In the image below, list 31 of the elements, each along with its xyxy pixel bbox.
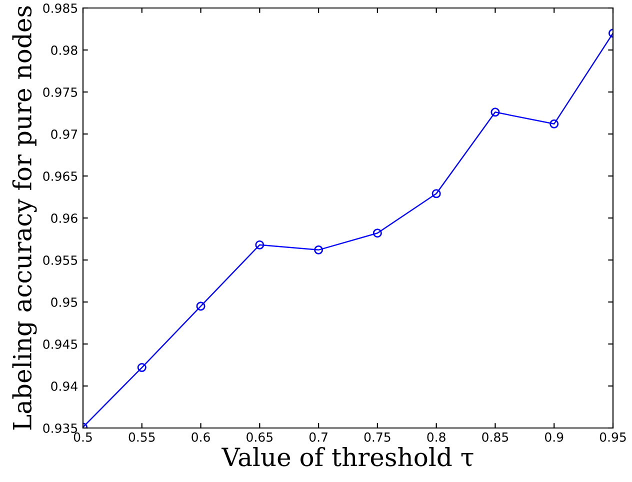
y-tick-label: 0.955 [43,255,78,265]
y-tick-label: 0.975 [43,87,78,97]
x-axis-title: Value of threshold τ [222,447,474,466]
y-tick-label: 0.96 [51,213,78,223]
point [490,108,500,117]
point [196,302,206,311]
y-tick-label: 0.965 [43,171,78,181]
y-tick-label: 0.95 [51,297,78,307]
point [432,189,441,198]
point [314,245,324,254]
x-tick-label: 0.95 [600,432,626,442]
y-tick-label: 0.945 [43,339,78,349]
point [255,240,264,250]
x-tick-label: 0.5 [74,432,92,442]
y-tick-label: 0.97 [51,129,78,139]
x-tick-label: 0.65 [246,432,272,442]
x-tick-label: 0.7 [309,432,328,442]
y-tick-label: 0.935 [43,423,78,433]
x-tick-label: 0.75 [364,432,390,442]
x-tick-label: 0.8 [427,432,446,442]
point [137,363,146,372]
y-tick-label: 0.94 [51,381,78,391]
point [550,119,559,128]
x-tick-label: 0.85 [482,432,508,442]
x-tick-label: 0.9 [544,432,564,442]
y-tick-label: 0.98 [51,45,78,55]
y-tick-label: 0.985 [43,3,78,13]
x-tick-label: 0.55 [128,432,155,442]
x-tick-label: 0.6 [192,432,210,442]
point [372,228,382,238]
y-axis-title: Labeling accuracy for pure nodes [12,6,37,430]
